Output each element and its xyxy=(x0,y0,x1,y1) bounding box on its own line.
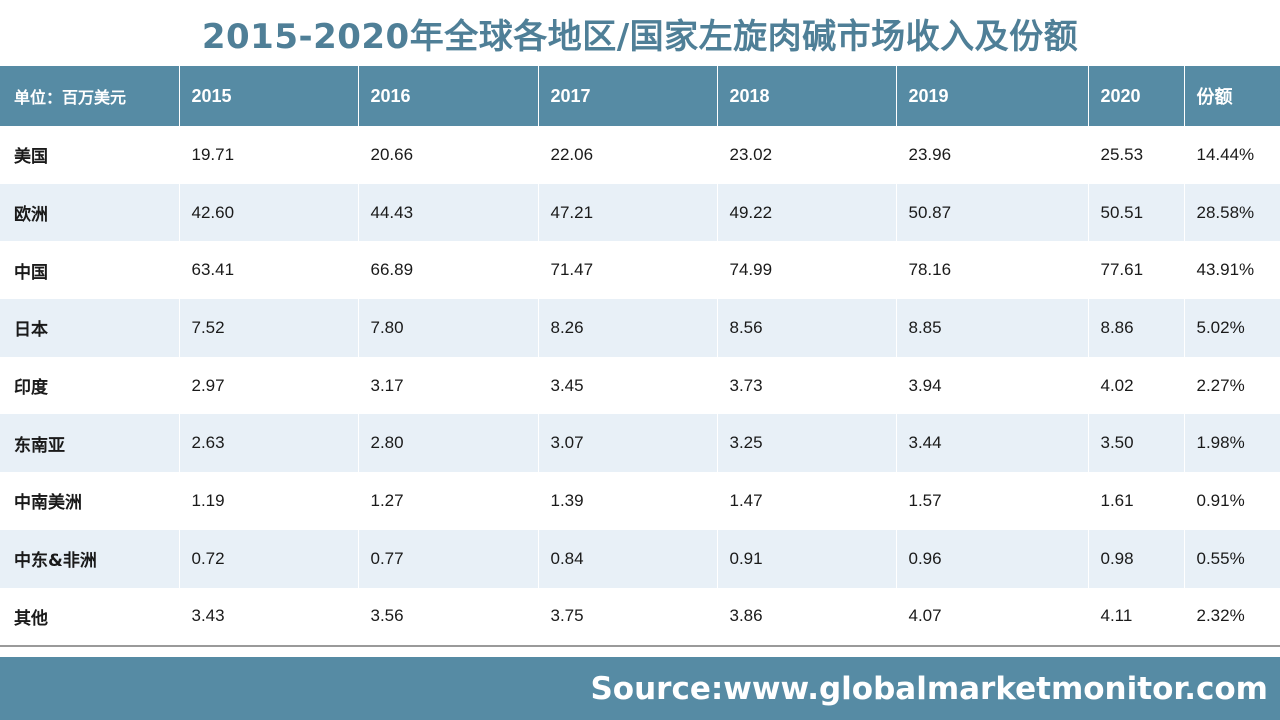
region-cell: 美国 xyxy=(0,126,179,184)
share-cell: 14.44% xyxy=(1183,126,1280,184)
value-cell: 7.80 xyxy=(357,299,538,357)
value-cell: 66.89 xyxy=(357,241,538,300)
table-row: 中国 63.41 66.89 71.47 74.99 78.16 77.61 43.91% xyxy=(0,241,1280,300)
value-cell: 0.91 xyxy=(716,529,896,588)
footer-bar: Source:www.globalmarketmonitor.com xyxy=(0,657,1280,720)
region-cell: 欧洲 xyxy=(0,183,179,242)
value-cell: 74.99 xyxy=(716,241,896,300)
source-link[interactable]: Source:www.globalmarketmonitor.com xyxy=(590,670,1268,707)
value-cell: 3.56 xyxy=(357,587,538,648)
value-cell: 50.51 xyxy=(1087,183,1184,242)
value-cell: 0.84 xyxy=(537,529,717,588)
region-cell: 日本 xyxy=(0,299,179,357)
value-cell: 3.43 xyxy=(178,587,358,648)
value-cell: 1.19 xyxy=(178,472,358,530)
table-row: 东南亚 2.63 2.80 3.07 3.25 3.44 3.50 1.98% xyxy=(0,414,1280,473)
value-cell: 1.47 xyxy=(716,472,896,530)
share-header: 份额 xyxy=(1183,66,1280,126)
table-header-row: 单位：百万美元 2015 2016 2017 2018 2019 2020 份额 xyxy=(0,66,1280,126)
region-cell: 中东&非洲 xyxy=(0,529,179,588)
value-cell: 20.66 xyxy=(357,126,538,184)
value-cell: 0.72 xyxy=(178,529,358,588)
value-cell: 42.60 xyxy=(178,183,358,242)
value-cell: 3.07 xyxy=(537,414,717,473)
value-cell: 2.97 xyxy=(178,356,358,415)
table-row: 中南美洲 1.19 1.27 1.39 1.47 1.57 1.61 0.91% xyxy=(0,472,1280,530)
year-header: 2015 xyxy=(178,66,358,126)
value-cell: 4.02 xyxy=(1087,356,1184,415)
value-cell: 3.75 xyxy=(537,587,717,648)
value-cell: 23.96 xyxy=(895,126,1088,184)
share-cell: 43.91% xyxy=(1183,241,1280,300)
value-cell: 8.86 xyxy=(1087,299,1184,357)
value-cell: 3.73 xyxy=(716,356,896,415)
table-row: 其他 3.43 3.56 3.75 3.86 4.07 4.11 2.32% xyxy=(0,587,1280,648)
value-cell: 77.61 xyxy=(1087,241,1184,300)
value-cell: 3.45 xyxy=(537,356,717,415)
value-cell: 7.52 xyxy=(178,299,358,357)
value-cell: 2.80 xyxy=(357,414,538,473)
share-cell: 28.58% xyxy=(1183,183,1280,242)
value-cell: 49.22 xyxy=(716,183,896,242)
value-cell: 3.25 xyxy=(716,414,896,473)
year-header: 2018 xyxy=(716,66,896,126)
share-cell: 0.55% xyxy=(1183,529,1280,588)
region-cell: 东南亚 xyxy=(0,414,179,473)
share-cell: 5.02% xyxy=(1183,299,1280,357)
share-cell: 0.91% xyxy=(1183,472,1280,530)
region-cell: 中国 xyxy=(0,241,179,300)
value-cell: 47.21 xyxy=(537,183,717,242)
value-cell: 22.06 xyxy=(537,126,717,184)
table-row: 印度 2.97 3.17 3.45 3.73 3.94 4.02 2.27% xyxy=(0,356,1280,415)
share-cell: 2.27% xyxy=(1183,356,1280,415)
value-cell: 0.98 xyxy=(1087,529,1184,588)
market-revenue-table: 单位：百万美元 2015 2016 2017 2018 2019 2020 份额 美国 19.7… xyxy=(0,66,1280,648)
value-cell: 4.07 xyxy=(895,587,1088,648)
value-cell: 44.43 xyxy=(357,183,538,242)
value-cell: 71.47 xyxy=(537,241,717,300)
value-cell: 19.71 xyxy=(178,126,358,184)
unit-header: 单位：百万美元 xyxy=(0,66,179,126)
year-header: 2020 xyxy=(1087,66,1184,126)
value-cell: 0.96 xyxy=(895,529,1088,588)
share-cell: 2.32% xyxy=(1183,587,1280,648)
year-header: 2019 xyxy=(895,66,1088,126)
table-row: 中东&非洲 0.72 0.77 0.84 0.91 0.96 0.98 0.55% xyxy=(0,529,1280,588)
table-row: 美国 19.71 20.66 22.06 23.02 23.96 25.53 14.44% xyxy=(0,126,1280,184)
table-row: 欧洲 42.60 44.43 47.21 49.22 50.87 50.51 28.58% xyxy=(0,183,1280,242)
value-cell: 0.77 xyxy=(357,529,538,588)
value-cell: 1.57 xyxy=(895,472,1088,530)
value-cell: 8.85 xyxy=(895,299,1088,357)
value-cell: 23.02 xyxy=(716,126,896,184)
region-cell: 中南美洲 xyxy=(0,472,179,530)
value-cell: 3.17 xyxy=(357,356,538,415)
year-header: 2017 xyxy=(537,66,717,126)
value-cell: 3.94 xyxy=(895,356,1088,415)
value-cell: 25.53 xyxy=(1087,126,1184,184)
value-cell: 3.44 xyxy=(895,414,1088,473)
value-cell: 50.87 xyxy=(895,183,1088,242)
table-row: 日本 7.52 7.80 8.26 8.56 8.85 8.86 5.02% xyxy=(0,299,1280,357)
year-header: 2016 xyxy=(357,66,538,126)
value-cell: 1.27 xyxy=(357,472,538,530)
table-body: 美国 19.71 20.66 22.06 23.02 23.96 25.53 14.44% 欧洲… xyxy=(0,126,1280,648)
value-cell: 63.41 xyxy=(178,241,358,300)
region-cell: 其他 xyxy=(0,587,179,648)
value-cell: 3.50 xyxy=(1087,414,1184,473)
value-cell: 8.26 xyxy=(537,299,717,357)
value-cell: 78.16 xyxy=(895,241,1088,300)
value-cell: 2.63 xyxy=(178,414,358,473)
value-cell: 8.56 xyxy=(716,299,896,357)
value-cell: 3.86 xyxy=(716,587,896,648)
page-title: 2015-2020年全球各地区/国家左旋肉碱市场收入及份额 xyxy=(201,16,1079,57)
value-cell: 1.39 xyxy=(537,472,717,530)
value-cell: 1.61 xyxy=(1087,472,1184,530)
region-cell: 印度 xyxy=(0,356,179,415)
value-cell: 4.11 xyxy=(1087,587,1184,648)
share-cell: 1.98% xyxy=(1183,414,1280,473)
